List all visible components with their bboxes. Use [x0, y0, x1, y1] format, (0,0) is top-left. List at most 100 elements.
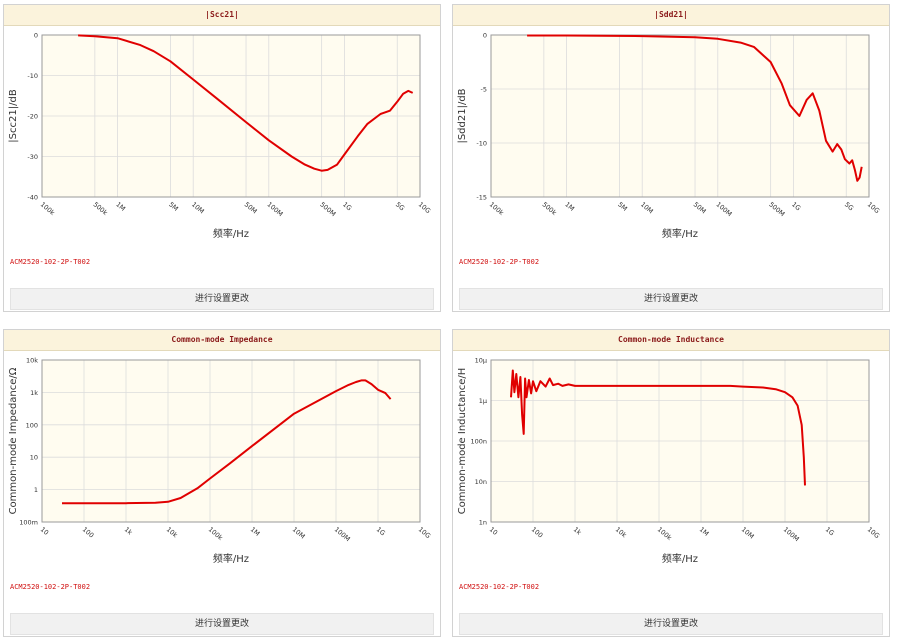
x-axis-label: 频率/Hz [213, 552, 249, 565]
x-tick-label: 100M [782, 525, 801, 543]
y-tick-label: 10n [475, 478, 487, 486]
plot-area [41, 359, 421, 523]
x-tick-label: 10M [291, 525, 307, 540]
y-tick-label: -10 [476, 140, 487, 148]
x-tick-label: 500k [541, 200, 559, 217]
plot-frame [41, 34, 421, 198]
x-tick-label: 10M [740, 525, 756, 540]
x-tick-label: 100k [207, 525, 225, 542]
settings-change-button[interactable]: 进行设置更改 [10, 613, 434, 635]
x-tick-label: 100 [81, 525, 96, 539]
y-axis-label: |Sdd21|/dB [457, 88, 468, 143]
y-tick-label: 0 [483, 32, 487, 40]
x-tick-label: 1G [341, 200, 353, 212]
panel-title: |Scc21| [4, 5, 440, 26]
plot-frame [490, 359, 870, 523]
y-tick-label: 100n [470, 438, 487, 446]
impedance-chart: 10 100 1k 10k 100k 1M 10M 100M 1G 10G 10k 1k 100 10 1 1… [8, 357, 432, 566]
x-tick-label: 1M [563, 200, 576, 212]
x-tick-label: 50M [243, 200, 259, 215]
panel-title: Common-mode Impedance [4, 330, 440, 351]
y-axis-label: Common-mode Impedance/Ω [8, 367, 19, 514]
x-tick-label: 1G [790, 200, 802, 212]
y-tick-label: -20 [27, 113, 38, 121]
x-tick-label: 100M [715, 200, 734, 218]
plot-frame [41, 359, 421, 523]
x-axis-label: 频率/Hz [662, 552, 698, 565]
x-tick-label: 1G [375, 525, 387, 537]
x-tick-label: 5G [843, 200, 855, 212]
x-tick-label: 10G [417, 200, 432, 215]
x-tick-label: 100k [488, 200, 506, 217]
x-tick-label: 100M [333, 525, 352, 543]
x-tick-label: 10 [39, 525, 50, 536]
y-tick-label: -40 [27, 194, 38, 202]
x-tick-label: 1k [572, 525, 583, 536]
y-tick-label: 1n [479, 519, 487, 527]
chart-panel-sdd21: |Sdd21| 100k 500k 1M 5M 10M 50M 100M 500M 1G 5G 10… [452, 4, 890, 312]
x-tick-label: 10M [639, 200, 655, 215]
part-number: ACM2520-102-2P-T002 [459, 258, 540, 266]
x-tick-label: 100M [266, 200, 285, 218]
part-number: ACM2520-102-2P-T002 [459, 583, 540, 591]
y-axis-label: Common-mode Inductance/H [457, 368, 468, 515]
series-line [510, 369, 806, 486]
series-line [78, 34, 414, 172]
settings-change-button[interactable]: 进行设置更改 [10, 288, 434, 310]
y-tick-label: 10k [26, 357, 38, 365]
chart-panel-common-mode-inductance: Common-mode Inductance 10 100 1k 10k 100k 1M 1… [452, 329, 890, 637]
y-tick-label: -15 [476, 194, 487, 202]
scc21-chart: 100k 500k 1M 5M 10M 50M 100M 500M 1G 5G 10G 0 -10 -20… [8, 32, 432, 241]
plot-area [490, 34, 870, 198]
x-tick-label: 1M [698, 525, 711, 537]
chart-panel-common-mode-impedance: Common-mode Impedance 10 100 1k 10k 100k 1M 10… [3, 329, 441, 637]
y-tick-label: -10 [27, 72, 38, 80]
x-tick-label: 100 [530, 525, 545, 539]
x-tick-label: 10 [488, 525, 499, 536]
y-tick-label: 10µ [475, 357, 487, 365]
panel-title: Common-mode Inductance [453, 330, 889, 351]
x-tick-label: 100k [656, 525, 674, 542]
x-axis-label: 频率/Hz [662, 227, 698, 240]
y-tick-label: -5 [481, 86, 487, 94]
x-tick-label: 1k [123, 525, 134, 536]
x-tick-label: 10k [614, 525, 629, 539]
x-axis-label: 频率/Hz [213, 227, 249, 240]
y-tick-label: 100 [26, 421, 38, 429]
x-tick-label: 5G [394, 200, 406, 212]
x-tick-label: 1M [249, 525, 262, 537]
x-tick-label: 5M [167, 200, 180, 212]
x-tick-label: 10G [866, 525, 881, 540]
y-tick-label: 100m [19, 519, 38, 527]
y-tick-label: 1 [34, 486, 38, 494]
x-tick-label: 10k [165, 525, 180, 539]
y-tick-label: 1µ [479, 397, 487, 405]
inductance-chart: 10 100 1k 10k 100k 1M 10M 100M 1G 10G 10µ 1µ 100n 10n… [457, 357, 881, 566]
y-tick-label: 0 [34, 32, 38, 40]
settings-change-button[interactable]: 进行设置更改 [459, 288, 883, 310]
y-tick-label: 10 [30, 454, 38, 462]
plot-frame [490, 34, 870, 198]
x-tick-label: 50M [692, 200, 708, 215]
settings-change-button[interactable]: 进行设置更改 [459, 613, 883, 635]
x-tick-label: 100k [39, 200, 57, 217]
panel-title: |Sdd21| [453, 5, 889, 26]
x-tick-label: 1M [114, 200, 127, 212]
x-tick-label: 10G [866, 200, 881, 215]
x-tick-label: 10G [417, 525, 432, 540]
chart-panel-scc21: |Scc21| 100k 500k 1M 5M 10M 50M 100M 500M 1G 5G 10… [3, 4, 441, 312]
x-tick-label: 500k [92, 200, 110, 217]
x-tick-label: 500M [767, 200, 786, 218]
series-line [62, 379, 392, 505]
x-tick-label: 5M [616, 200, 629, 212]
y-tick-label: 1k [30, 389, 38, 397]
part-number: ACM2520-102-2P-T002 [10, 258, 91, 266]
series-line [527, 34, 863, 182]
y-axis-label: |Scc21|/dB [8, 89, 19, 143]
x-tick-label: 10M [190, 200, 206, 215]
x-tick-label: 500M [318, 200, 337, 218]
sdd21-chart: 100k 500k 1M 5M 10M 50M 100M 500M 1G 5G 10G 0 -5 -10 -… [457, 32, 881, 241]
x-tick-label: 1G [824, 525, 836, 537]
y-tick-label: -30 [27, 153, 38, 161]
part-number: ACM2520-102-2P-T002 [10, 583, 91, 591]
